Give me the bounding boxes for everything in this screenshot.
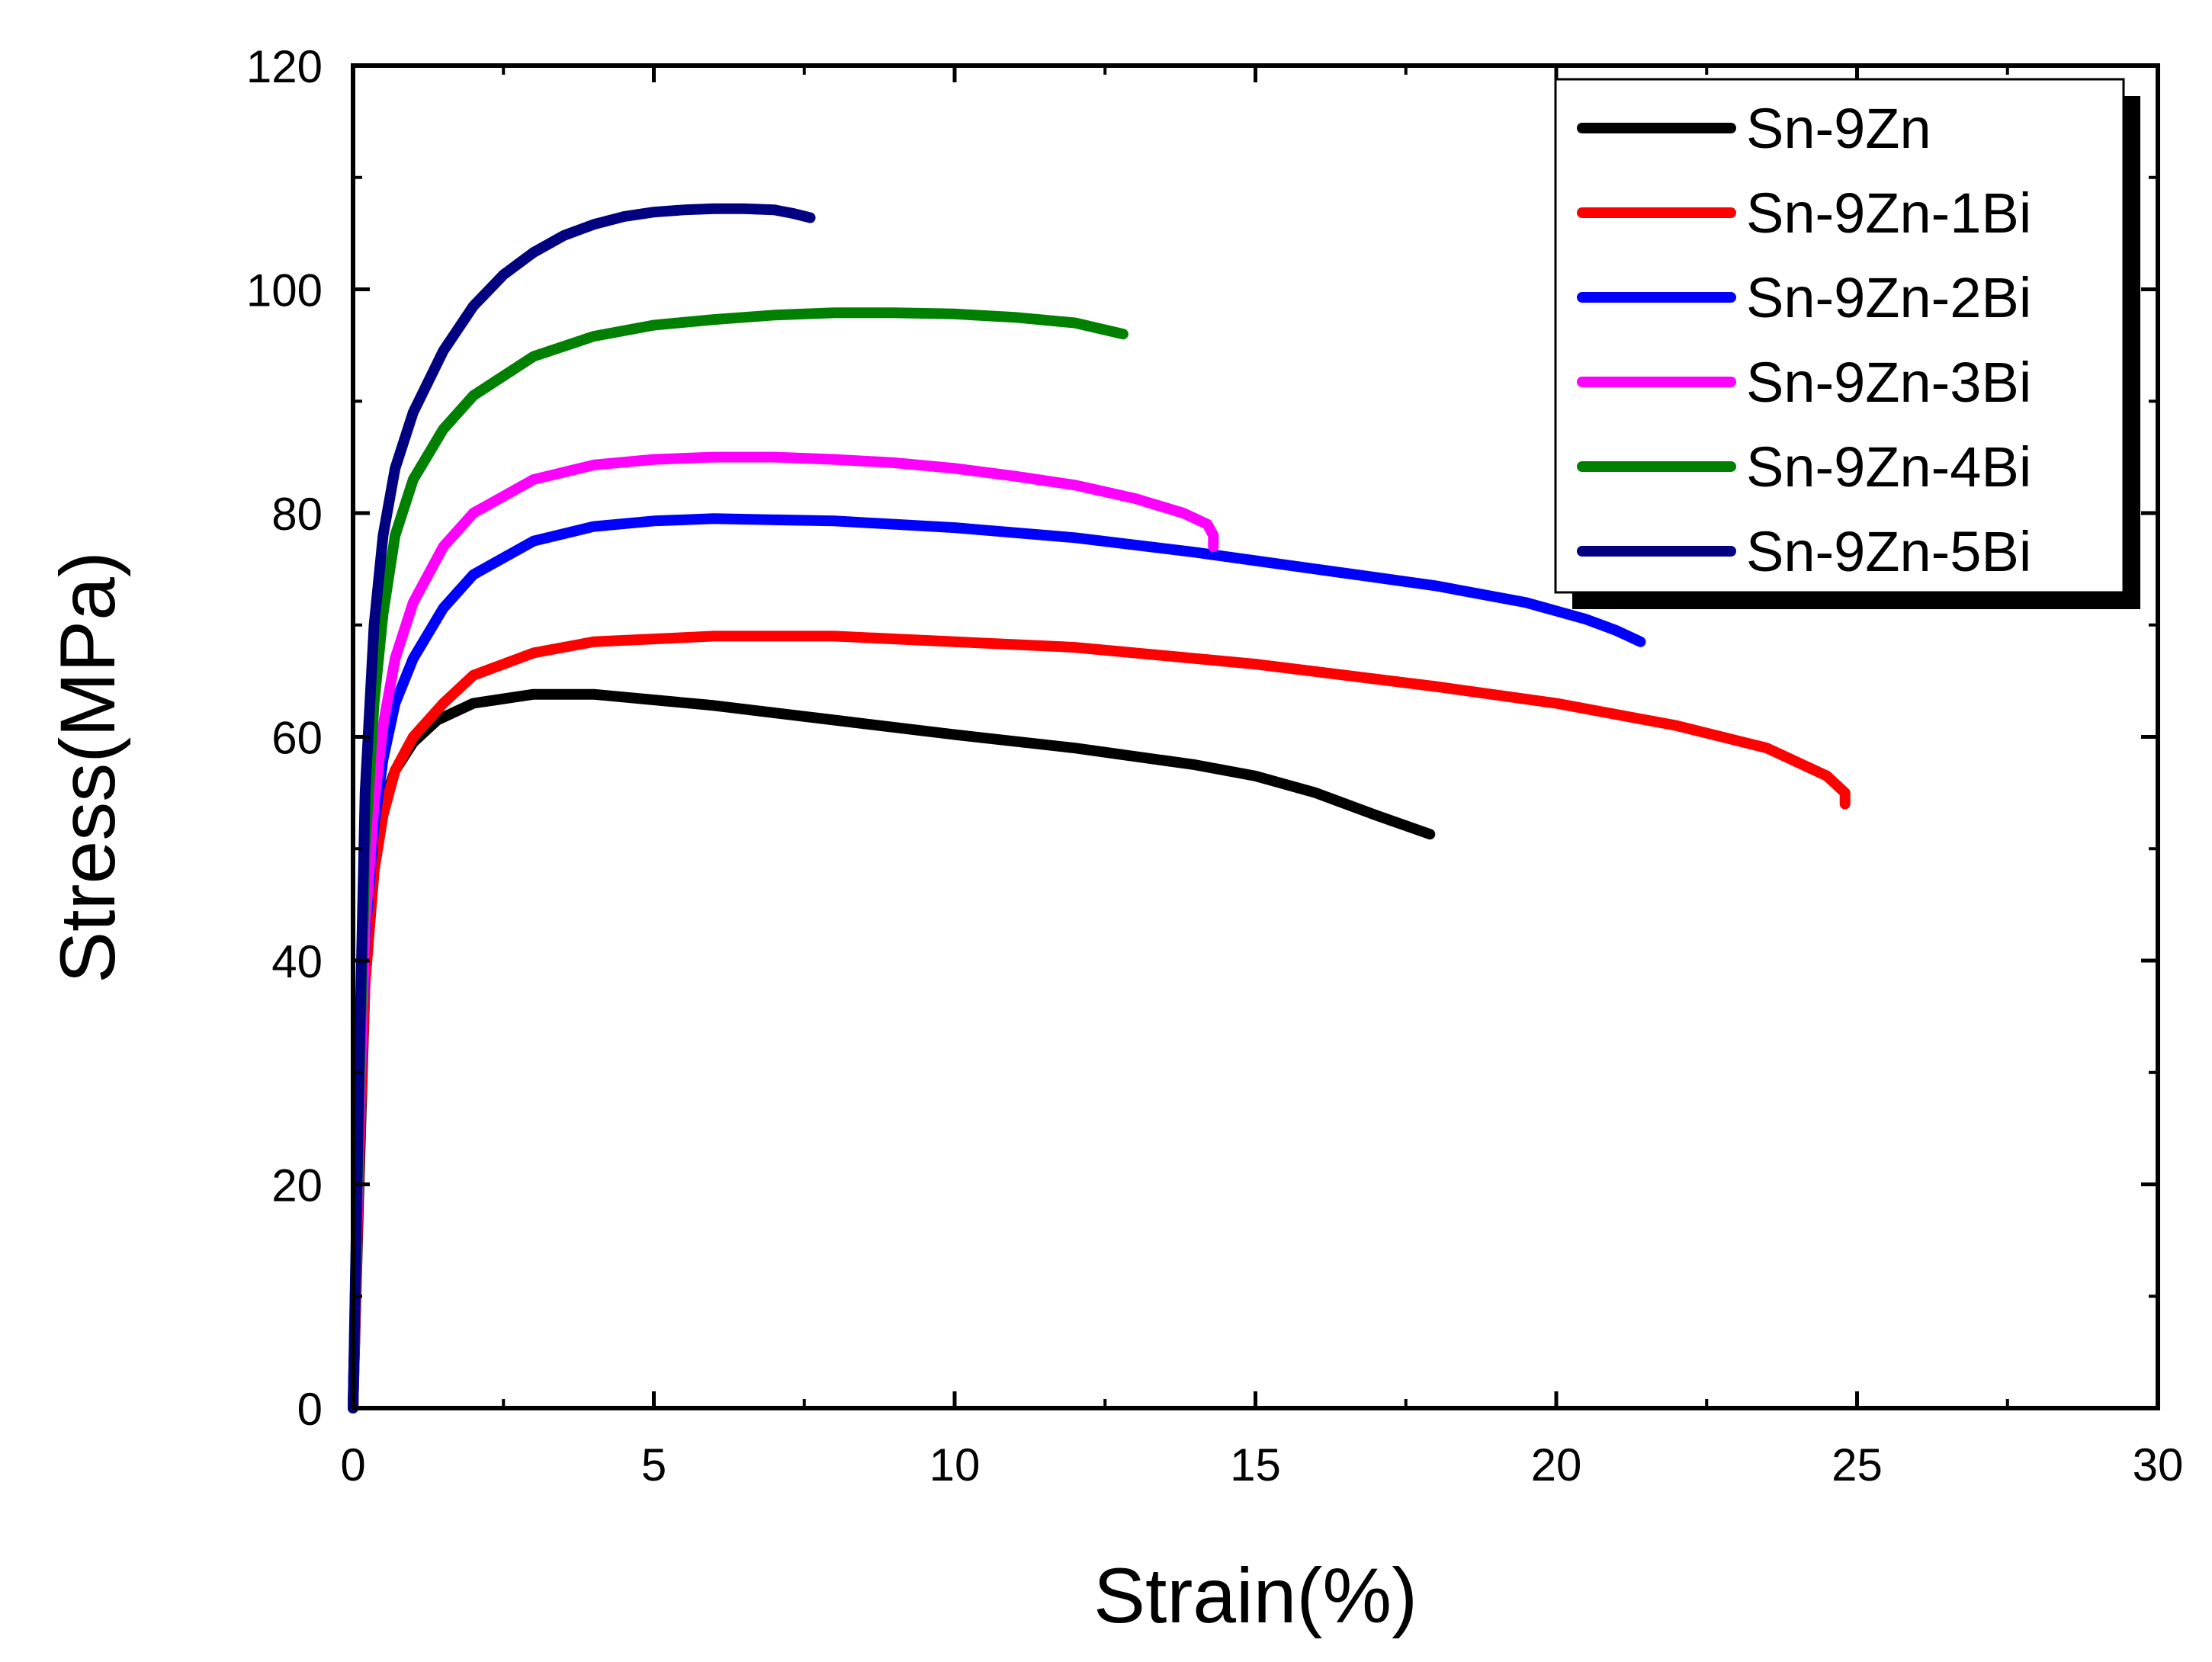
x-tick-label: 15 (1230, 1439, 1281, 1490)
y-tick-label: 0 (297, 1384, 323, 1435)
series-layer (348, 203, 1851, 1413)
y-tick-label: 100 (246, 265, 323, 316)
legend-label: Sn-9Zn-3Bi (1746, 351, 2031, 414)
legend-label: Sn-9Zn-1Bi (1746, 181, 2031, 245)
series-line-sn-9zn-3bi (348, 451, 1219, 1413)
legend: Sn-9Zn Sn-9Zn-1Bi Sn-9Zn-2Bi Sn-9Zn-3Bi Sn-9… (1554, 78, 2140, 609)
y-tick-label: 120 (246, 41, 323, 92)
y-tick-label: 60 (271, 713, 323, 764)
legend-label: Sn-9Zn (1746, 97, 1931, 160)
y-axis-title: Stress(MPa) (44, 551, 131, 983)
x-tick-label: 5 (641, 1439, 666, 1490)
legend-box (1554, 78, 2125, 594)
legend-label: Sn-9Zn-2Bi (1746, 266, 2031, 329)
x-tick-label: 10 (929, 1439, 981, 1490)
x-tick-label: 0 (340, 1439, 365, 1490)
series-line-sn-9zn-5bi (348, 203, 816, 1413)
x-axis-title: Strain(%) (1093, 1552, 1417, 1639)
y-tick-label: 40 (271, 936, 323, 987)
x-tick-label: 30 (2133, 1439, 2184, 1490)
x-tick-label: 20 (1531, 1439, 1582, 1490)
y-tick-label: 20 (271, 1160, 323, 1211)
series-line-sn-9zn (348, 688, 1436, 1413)
ticks-layer: 0 5 10 15 20 25 30 0 20 40 60 80 100 120 (246, 41, 2183, 1490)
x-tick-label: 25 (1832, 1439, 1883, 1490)
legend-label: Sn-9Zn-4Bi (1746, 435, 2031, 499)
y-tick-label: 80 (271, 489, 323, 540)
legend-label: Sn-9Zn-5Bi (1746, 520, 2031, 583)
series-line-sn-9zn-1bi (348, 630, 1851, 1413)
